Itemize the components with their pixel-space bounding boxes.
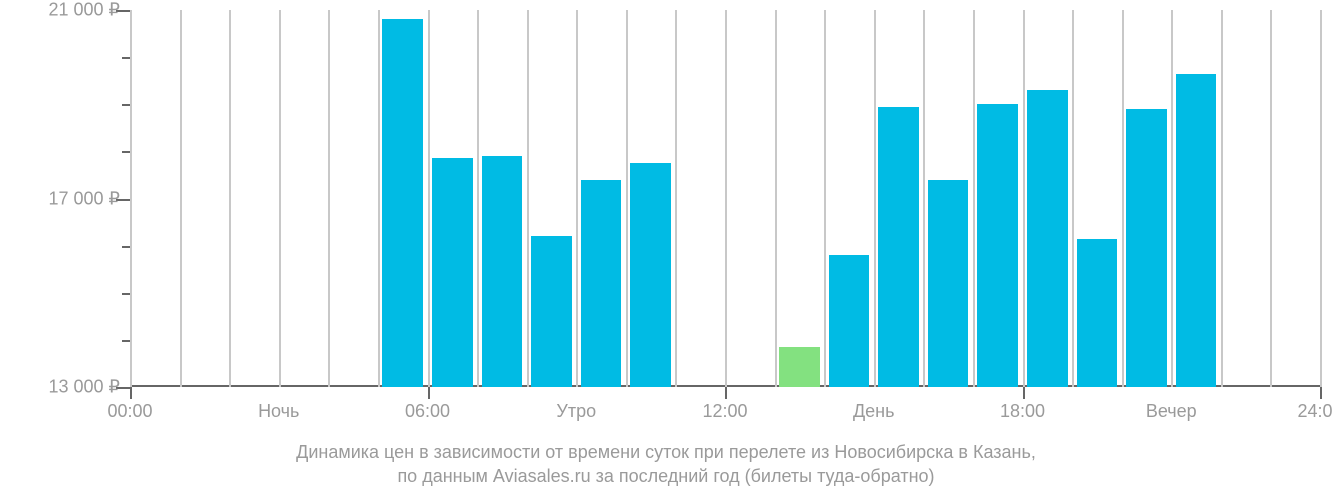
x-tick: [1320, 387, 1322, 399]
price-chart: 00:00 06:00 12:00 18:00 24:00 Ночь Утро День Веч…: [0, 0, 1332, 502]
hour-separator: [725, 10, 727, 387]
x-tick: [725, 387, 727, 399]
price-bar: [432, 158, 473, 387]
plot-area: 00:0006:0012:0018:0024:00НочьУтроДеньВеч…: [130, 10, 1320, 387]
hour-separator: [824, 10, 826, 387]
hour-separator: [229, 10, 231, 387]
hour-separator: [279, 10, 281, 387]
y-tick-minor: [122, 57, 130, 59]
price-bar: [1027, 90, 1068, 387]
x-axis-period-label: День: [853, 401, 895, 422]
price-bar: [382, 19, 423, 387]
x-axis-hour-label: 18:00: [1000, 401, 1045, 422]
x-axis-hour-label: 06:00: [405, 401, 450, 422]
y-tick-minor: [122, 104, 130, 106]
y-axis-label: 21 000 ₽: [48, 0, 120, 21]
hour-separator: [1072, 10, 1074, 387]
y-tick-minor: [122, 246, 130, 248]
x-axis-period-label: Вечер: [1146, 401, 1197, 422]
hour-separator: [328, 10, 330, 387]
x-axis-period-label: Ночь: [258, 401, 299, 422]
price-bar: [1176, 74, 1217, 387]
x-axis-hour-label: 12:00: [702, 401, 747, 422]
hour-separator: [1221, 10, 1223, 387]
x-tick: [1023, 387, 1025, 399]
price-bar: [1126, 109, 1167, 387]
hour-separator: [477, 10, 479, 387]
x-axis-period-label: Утро: [556, 401, 596, 422]
x-axis-hour-label: 24:00: [1297, 401, 1332, 422]
chart-caption: Динамика цен в зависимости от времени су…: [0, 440, 1332, 489]
price-bar: [829, 255, 870, 387]
hour-separator: [576, 10, 578, 387]
price-bar: [1077, 239, 1118, 387]
price-bar-min: [779, 347, 820, 387]
hour-separator: [1171, 10, 1173, 387]
hour-separator: [775, 10, 777, 387]
price-bar: [977, 104, 1018, 387]
hour-separator: [1122, 10, 1124, 387]
hour-separator: [874, 10, 876, 387]
price-bar: [630, 163, 671, 387]
hour-separator: [180, 10, 182, 387]
hour-separator: [675, 10, 677, 387]
hour-separator: [626, 10, 628, 387]
hour-separator: [923, 10, 925, 387]
caption-line-1: Динамика цен в зависимости от времени су…: [296, 442, 1036, 462]
y-tick-minor: [122, 151, 130, 153]
y-tick-minor: [122, 293, 130, 295]
hour-separator: [428, 10, 430, 387]
y-tick-minor: [122, 340, 130, 342]
hour-separator: [1270, 10, 1272, 387]
hour-separator: [1023, 10, 1025, 387]
y-axis-label: 13 000 ₽: [48, 377, 120, 398]
hour-separator: [130, 10, 132, 387]
price-bar: [878, 107, 919, 387]
price-bar: [581, 180, 622, 387]
hour-separator: [1320, 10, 1322, 387]
y-axis-label: 17 000 ₽: [48, 188, 120, 209]
hour-separator: [378, 10, 380, 387]
price-bar: [531, 236, 572, 387]
caption-line-2: по данным Aviasales.ru за последний год …: [397, 466, 934, 486]
hour-separator: [973, 10, 975, 387]
price-bar: [928, 180, 969, 387]
x-axis-hour-label: 00:00: [107, 401, 152, 422]
hour-separator: [527, 10, 529, 387]
price-bar: [482, 156, 523, 387]
x-tick: [130, 387, 132, 399]
x-tick: [428, 387, 430, 399]
